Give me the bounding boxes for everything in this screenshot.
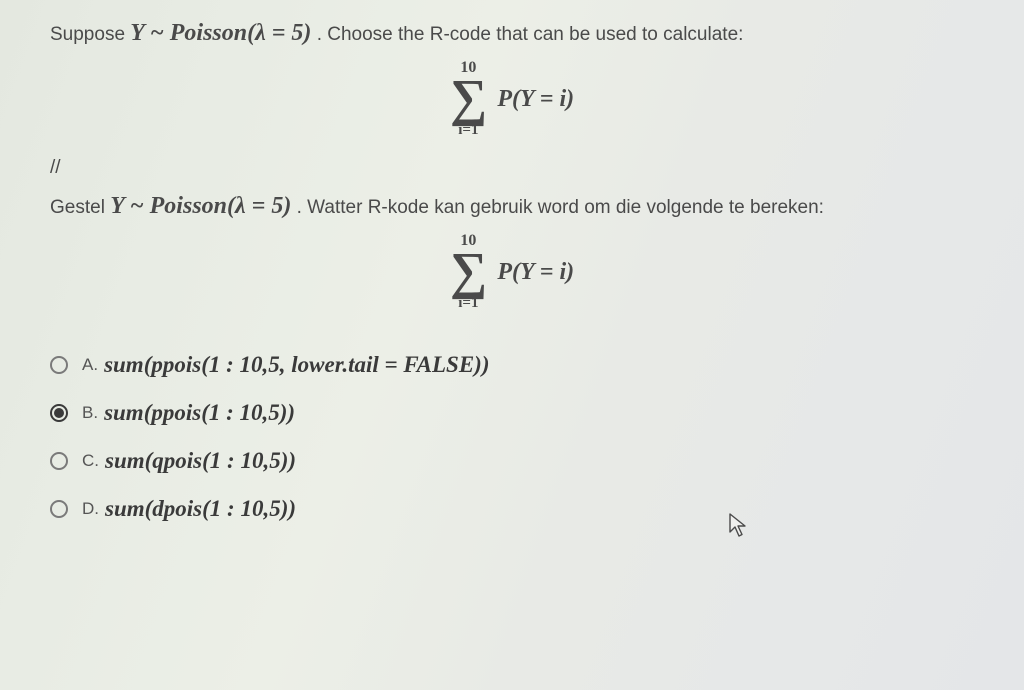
- question-line-en: Suppose Y ~ Poisson(λ = 5) . Choose the …: [50, 20, 974, 47]
- sigma-icon: ∑: [450, 77, 487, 121]
- distribution-af: Y ~ Poisson(λ = 5): [110, 193, 291, 219]
- options-group: A. sum(ppois(1 : 10,5, lower.tail = FALS…: [50, 352, 974, 522]
- question-af-suffix: . Watter R-kode kan gebruik word om die …: [297, 197, 824, 218]
- option-code-d: sum(dpois(1 : 10,5)): [105, 496, 296, 522]
- option-letter-d: D.: [82, 499, 99, 519]
- radio-d[interactable]: [50, 500, 68, 518]
- question-af-prefix: Gestel: [50, 197, 110, 218]
- option-code-c: sum(qpois(1 : 10,5)): [105, 448, 296, 474]
- option-b[interactable]: B. sum(ppois(1 : 10,5)): [50, 400, 974, 426]
- option-code-b: sum(ppois(1 : 10,5)): [104, 400, 295, 426]
- radio-a[interactable]: [50, 356, 68, 374]
- sum-body-af: P(Y = i): [497, 259, 574, 286]
- option-code-a: sum(ppois(1 : 10,5, lower.tail = FALSE)): [104, 352, 489, 378]
- question-en-prefix: Suppose: [50, 24, 130, 45]
- radio-b[interactable]: [50, 404, 68, 422]
- sigma-icon: ∑: [450, 250, 487, 294]
- option-letter-c: C.: [82, 451, 99, 471]
- distribution-en: Y ~ Poisson(λ = 5): [130, 20, 311, 46]
- summation-af: 10 ∑ i=1 P(Y = i): [50, 232, 974, 312]
- question-line-af: Gestel Y ~ Poisson(λ = 5) . Watter R-kod…: [50, 193, 974, 220]
- sum-body-en: P(Y = i): [497, 86, 574, 113]
- sum-lower-en: i=1: [458, 122, 478, 138]
- option-c[interactable]: C. sum(qpois(1 : 10,5)): [50, 448, 974, 474]
- option-letter-a: A.: [82, 355, 98, 375]
- summation-en: 10 ∑ i=1 P(Y = i): [50, 59, 974, 139]
- option-d[interactable]: D. sum(dpois(1 : 10,5)): [50, 496, 974, 522]
- question-en-suffix: . Choose the R-code that can be used to …: [317, 24, 744, 45]
- separator: //: [50, 157, 974, 179]
- sum-lower-af: i=1: [458, 295, 478, 311]
- option-letter-b: B.: [82, 403, 98, 423]
- option-a[interactable]: A. sum(ppois(1 : 10,5, lower.tail = FALS…: [50, 352, 974, 378]
- mouse-cursor-icon: [728, 512, 748, 538]
- radio-c[interactable]: [50, 452, 68, 470]
